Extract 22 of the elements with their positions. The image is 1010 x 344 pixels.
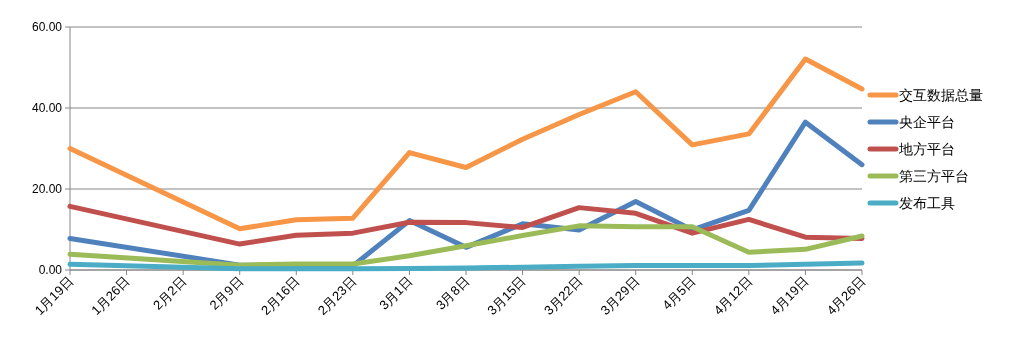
x-tick-label: 3月1日 (376, 273, 416, 313)
legend-label: 央企平台 (899, 114, 955, 130)
x-tick-label: 4月12日 (710, 273, 755, 318)
x-tick-label: 4月5日 (659, 273, 699, 313)
legend-label: 发布工具 (899, 195, 955, 211)
legend-label: 地方平台 (898, 141, 955, 157)
x-tick-label: 4月26日 (823, 273, 869, 318)
x-tick-label: 3月8日 (432, 273, 473, 313)
x-tick-label: 3月22日 (540, 273, 586, 318)
x-tick-label: 2月16日 (258, 273, 303, 318)
x-tick-label: 3月29日 (597, 273, 642, 318)
x-tick-label: 3月15日 (484, 273, 529, 318)
x-tick-label: 2月9日 (206, 273, 246, 313)
y-tick-label: 40.00 (31, 101, 63, 115)
legend-label: 交互数据总量 (899, 87, 983, 103)
x-tick-label: 1月26日 (88, 273, 133, 318)
legend-label: 第三方平台 (899, 168, 969, 184)
x-tick-label: 2月2日 (150, 273, 190, 313)
y-tick-label: 60.00 (31, 20, 63, 34)
x-tick-label: 2月23日 (314, 273, 359, 318)
y-tick-label: 20.00 (31, 182, 63, 196)
x-tick-label: 4月19日 (767, 273, 812, 318)
